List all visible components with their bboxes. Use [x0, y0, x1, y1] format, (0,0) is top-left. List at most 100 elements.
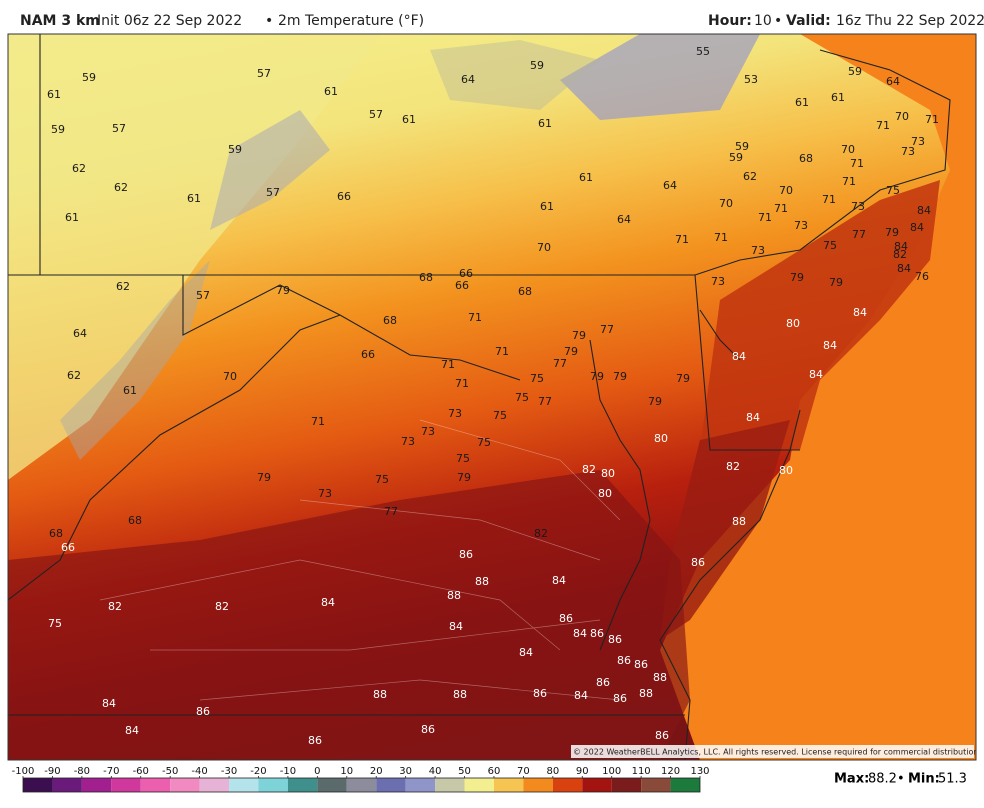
temperature-label: 57: [112, 122, 126, 135]
colorbar-tick-label: -40: [191, 766, 207, 777]
temperature-label: 61: [65, 211, 79, 224]
colorbar-tick-label: -20: [250, 766, 266, 777]
temperature-label: 70: [895, 110, 909, 123]
temperature-label: 88: [732, 515, 746, 528]
colorbar-segment: [81, 778, 112, 792]
copyright-bg: [571, 745, 974, 758]
temperature-label: 75: [530, 372, 544, 385]
temperature-label: 70: [537, 241, 551, 254]
temperature-label: 86: [308, 734, 322, 747]
temperature-label: 84: [573, 627, 587, 640]
temperature-label: 59: [848, 65, 862, 78]
colorbar-segment: [229, 778, 259, 792]
header-field: 2m Temperature (°F): [278, 13, 424, 29]
temperature-label: 53: [744, 73, 758, 86]
temperature-label: 75: [456, 452, 470, 465]
colorbar-segment: [405, 778, 436, 792]
temperature-label: 61: [579, 171, 593, 184]
colorbar-tick-label: 110: [632, 766, 651, 777]
temperature-label: 75: [375, 473, 389, 486]
temperature-label: 71: [495, 345, 509, 358]
temperature-label: 82: [534, 527, 548, 540]
temperature-label: 77: [852, 228, 866, 241]
colorbar-segment: [611, 778, 642, 792]
temperature-label: 88: [453, 688, 467, 701]
temperature-label: 59: [228, 143, 242, 156]
colorbar-segment: [435, 778, 465, 792]
temperature-label: 80: [654, 432, 668, 445]
temperature-label: 75: [493, 409, 507, 422]
temperature-label: 64: [73, 327, 87, 340]
temperature-label: 71: [822, 193, 836, 206]
temperature-label: 84: [897, 262, 911, 275]
temperature-label: 73: [901, 145, 915, 158]
temperature-label: 75: [48, 617, 62, 630]
header-hour: 10: [754, 13, 772, 29]
warm-region: [8, 470, 690, 760]
header-separator: •: [774, 13, 782, 29]
temperature-label: 79: [885, 226, 899, 239]
temperature-label: 84: [746, 411, 760, 424]
temperature-label: 84: [519, 646, 533, 659]
temperature-label: 77: [538, 395, 552, 408]
temperature-label: 64: [461, 73, 475, 86]
min-value: 51.3: [938, 772, 967, 787]
temperature-label: 84: [449, 620, 463, 633]
temperature-label: 84: [917, 204, 931, 217]
temperature-label: 64: [617, 213, 631, 226]
temperature-label: 73: [421, 425, 435, 438]
colorbar-segment: [258, 778, 288, 792]
colorbar-tick-label: 10: [340, 766, 353, 777]
temperature-label: 75: [515, 391, 529, 404]
map-frame: [7, 33, 977, 761]
temperature-label: 70: [841, 143, 855, 156]
temperature-label: 64: [886, 75, 900, 88]
header-hour-label: Hour:: [708, 13, 752, 29]
temperature-label: 71: [311, 415, 325, 428]
temperature-label: 59: [51, 123, 65, 136]
temperature-label: 61: [795, 96, 809, 109]
temperature-label: 66: [61, 541, 75, 554]
colorbar-tick-label: 30: [399, 766, 412, 777]
temperature-label: 71: [774, 202, 788, 215]
colorbar-tick-label: 50: [458, 766, 471, 777]
temperature-label: 57: [257, 67, 271, 80]
temperature-label: 71: [842, 175, 856, 188]
temperature-label: 86: [459, 548, 473, 561]
colorbar-segment: [170, 778, 200, 792]
cool-ridge: [210, 110, 330, 230]
temperature-label: 73: [401, 435, 415, 448]
temperature-label: 79: [676, 372, 690, 385]
temperature-label: 68: [128, 514, 142, 527]
colorbar-segment: [582, 778, 612, 792]
temperature-label: 71: [468, 311, 482, 324]
temperature-label: 61: [324, 85, 338, 98]
colorbar-segment: [523, 778, 553, 792]
temperature-label: 61: [187, 192, 201, 205]
temperature-label: 80: [601, 467, 615, 480]
colorbar-tick-label: 130: [690, 766, 709, 777]
cool-ridge: [430, 40, 600, 110]
temperature-label: 84: [102, 697, 116, 710]
temperature-label: 68: [419, 271, 433, 284]
temperature-label: 82: [726, 460, 740, 473]
temperature-label: 84: [552, 574, 566, 587]
temperature-label: 86: [617, 654, 631, 667]
temperature-label: 79: [572, 329, 586, 342]
temperature-label: 84: [853, 306, 867, 319]
temperature-label: 71: [441, 358, 455, 371]
temperature-label: 79: [613, 370, 627, 383]
temperature-label: 84: [732, 350, 746, 363]
temperature-label: 59: [735, 140, 749, 153]
colorbar-segment: [641, 778, 671, 792]
temperature-label: 84: [910, 221, 924, 234]
temperature-label: 79: [590, 370, 604, 383]
separator: •: [897, 772, 905, 787]
temperature-label: 86: [421, 723, 435, 736]
colorbar-segment: [670, 778, 700, 792]
ocean: [660, 34, 976, 760]
bay-shore: [589, 339, 651, 651]
temperature-label: 68: [799, 152, 813, 165]
